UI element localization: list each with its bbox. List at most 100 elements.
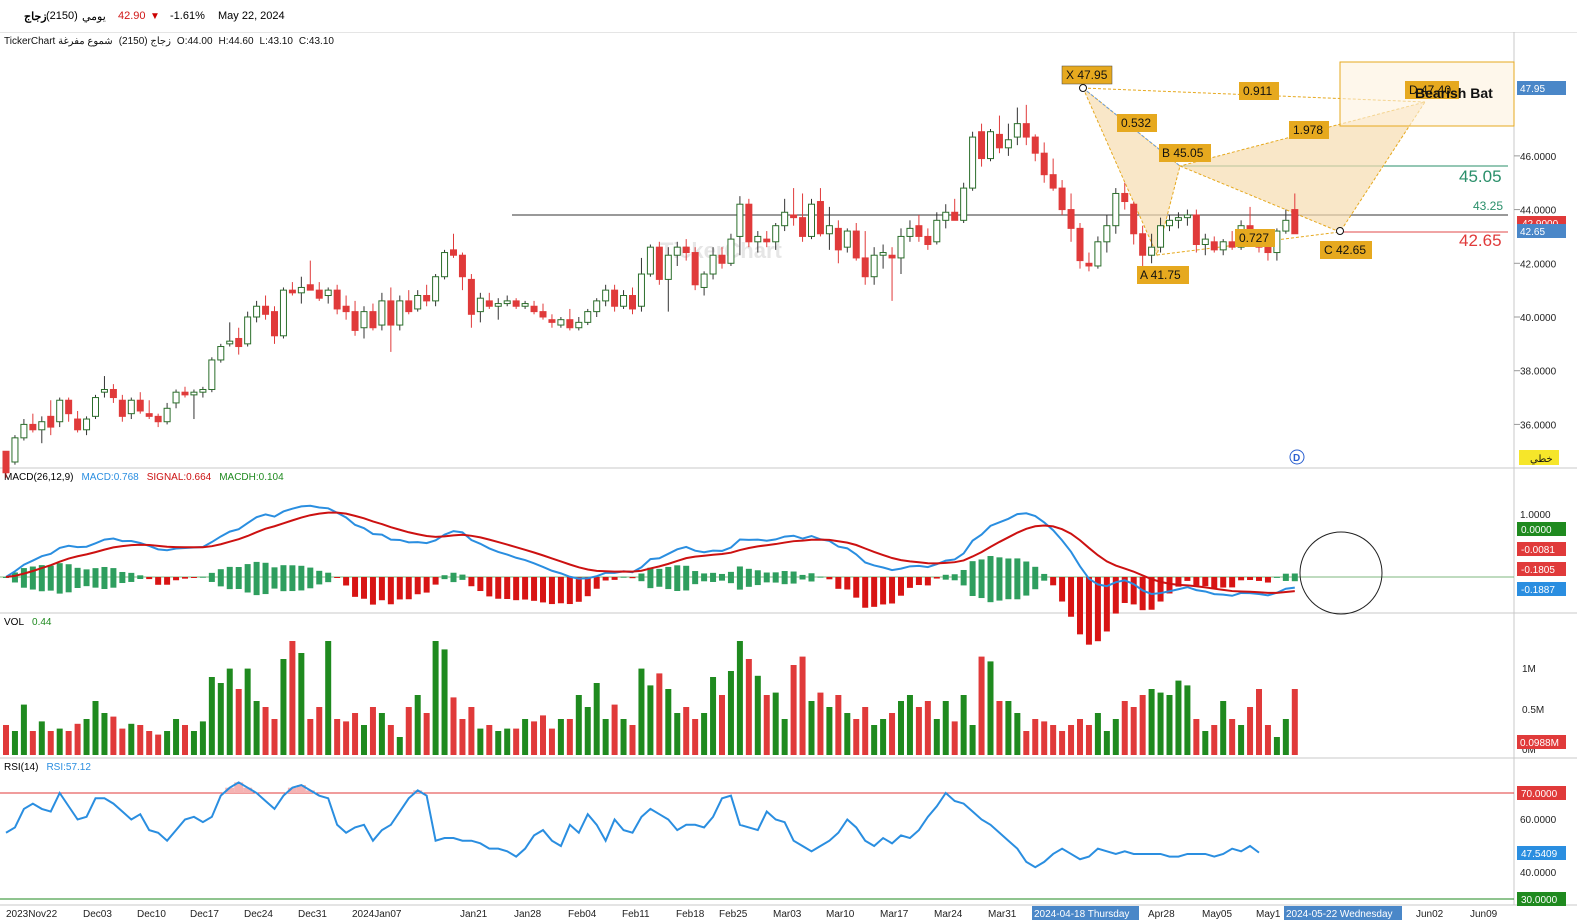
- volume-bar[interactable]: [316, 707, 323, 755]
- volume-bar[interactable]: [271, 719, 278, 755]
- volume-bar[interactable]: [710, 677, 717, 755]
- volume-bar[interactable]: [92, 701, 99, 755]
- volume-bar[interactable]: [951, 721, 958, 755]
- volume-bar[interactable]: [942, 701, 949, 755]
- candle-body[interactable]: [476, 297, 484, 313]
- volume-bar[interactable]: [781, 719, 788, 755]
- volume-bar[interactable]: [674, 713, 681, 755]
- candle-body[interactable]: [378, 300, 386, 326]
- volume-bar[interactable]: [862, 707, 869, 755]
- candle-body[interactable]: [145, 413, 153, 417]
- candle-body[interactable]: [772, 225, 780, 243]
- rsi-line[interactable]: [5, 781, 1260, 869]
- volume-bar[interactable]: [307, 719, 314, 755]
- candle-body[interactable]: [235, 337, 243, 348]
- candle-body[interactable]: [441, 252, 449, 278]
- signal-line[interactable]: [5, 511, 1295, 594]
- candle-body[interactable]: [217, 346, 225, 361]
- annotation-circle[interactable]: [1299, 531, 1383, 615]
- volume-bar[interactable]: [1229, 719, 1236, 755]
- candle-body[interactable]: [727, 238, 735, 264]
- volume-bar[interactable]: [548, 728, 555, 755]
- volume-bar[interactable]: [432, 641, 439, 755]
- candle-body[interactable]: [405, 300, 413, 313]
- candle-body[interactable]: [566, 319, 574, 329]
- candle-body[interactable]: [960, 187, 968, 221]
- volume-bar[interactable]: [128, 723, 135, 755]
- candle-body[interactable]: [924, 235, 932, 245]
- volume-bar[interactable]: [405, 707, 412, 755]
- candle-body[interactable]: [1192, 214, 1200, 245]
- candle-body[interactable]: [154, 415, 162, 423]
- volume-bar[interactable]: [1211, 725, 1218, 755]
- volume-bar[interactable]: [1139, 695, 1146, 755]
- volume-bar[interactable]: [65, 731, 72, 755]
- volume-bar[interactable]: [1121, 701, 1128, 755]
- candle-body[interactable]: [306, 284, 314, 291]
- candle-body[interactable]: [262, 305, 270, 315]
- candle-body[interactable]: [915, 225, 923, 237]
- candle-body[interactable]: [279, 289, 287, 337]
- candle-body[interactable]: [467, 278, 475, 315]
- candle-body[interactable]: [790, 214, 798, 219]
- candle-body[interactable]: [808, 203, 815, 237]
- volume-bar[interactable]: [110, 716, 117, 755]
- volume-bar[interactable]: [83, 719, 90, 755]
- volume-bar[interactable]: [280, 659, 287, 755]
- candle-body[interactable]: [978, 131, 986, 160]
- candle-body[interactable]: [763, 238, 771, 243]
- volume-bar[interactable]: [3, 725, 9, 755]
- candle-body[interactable]: [20, 423, 28, 439]
- volume-bar[interactable]: [835, 695, 842, 755]
- candle-body[interactable]: [190, 391, 198, 396]
- volume-bar[interactable]: [20, 704, 27, 755]
- candle-body[interactable]: [271, 311, 278, 337]
- volume-bar[interactable]: [226, 668, 233, 755]
- volume-bar[interactable]: [799, 656, 806, 755]
- symbol-name[interactable]: زجاج: [24, 11, 47, 23]
- volume-bar[interactable]: [611, 704, 618, 755]
- volume-bar[interactable]: [853, 719, 860, 755]
- candle-body[interactable]: [1085, 262, 1093, 267]
- scale-toggle-button[interactable]: خطي: [1530, 454, 1553, 465]
- candle-body[interactable]: [673, 246, 681, 256]
- candle-body[interactable]: [843, 230, 851, 248]
- candle-body[interactable]: [1103, 225, 1111, 243]
- volume-bar[interactable]: [11, 731, 18, 755]
- volume-bar[interactable]: [378, 713, 385, 755]
- candle-body[interactable]: [360, 311, 368, 329]
- volume-bar[interactable]: [638, 668, 645, 755]
- candle-body[interactable]: [1022, 123, 1030, 138]
- candle-body[interactable]: [816, 201, 824, 235]
- volume-bar[interactable]: [1077, 719, 1083, 755]
- candle-body[interactable]: [351, 311, 359, 331]
- volume-bar[interactable]: [1273, 737, 1280, 755]
- volume-bar[interactable]: [1202, 731, 1209, 755]
- volume-bar[interactable]: [289, 641, 296, 755]
- candle-body[interactable]: [906, 227, 914, 237]
- volume-bar[interactable]: [56, 728, 63, 755]
- volume-bar[interactable]: [1005, 701, 1012, 755]
- candle-body[interactable]: [432, 276, 440, 302]
- volume-bar[interactable]: [423, 713, 430, 755]
- candle-body[interactable]: [512, 300, 520, 307]
- candle-body[interactable]: [423, 295, 431, 302]
- candle-body[interactable]: [575, 321, 583, 329]
- volume-bar[interactable]: [253, 701, 260, 755]
- volume-bar[interactable]: [1193, 719, 1200, 755]
- volume-bar[interactable]: [217, 683, 224, 755]
- volume-bar[interactable]: [763, 695, 770, 755]
- candle-body[interactable]: [1040, 152, 1048, 176]
- volume-bar[interactable]: [692, 719, 699, 755]
- candle-body[interactable]: [414, 295, 422, 310]
- volume-bar[interactable]: [656, 673, 663, 755]
- volume-bar[interactable]: [540, 715, 546, 755]
- candle-body[interactable]: [1121, 192, 1129, 203]
- candle-body[interactable]: [700, 273, 708, 288]
- volume-bar[interactable]: [1291, 689, 1298, 755]
- volume-bar[interactable]: [459, 719, 466, 755]
- candle-body[interactable]: [1067, 209, 1075, 229]
- candle-body[interactable]: [870, 254, 878, 278]
- volume-bar[interactable]: [1256, 689, 1262, 755]
- volume-bar[interactable]: [235, 689, 242, 755]
